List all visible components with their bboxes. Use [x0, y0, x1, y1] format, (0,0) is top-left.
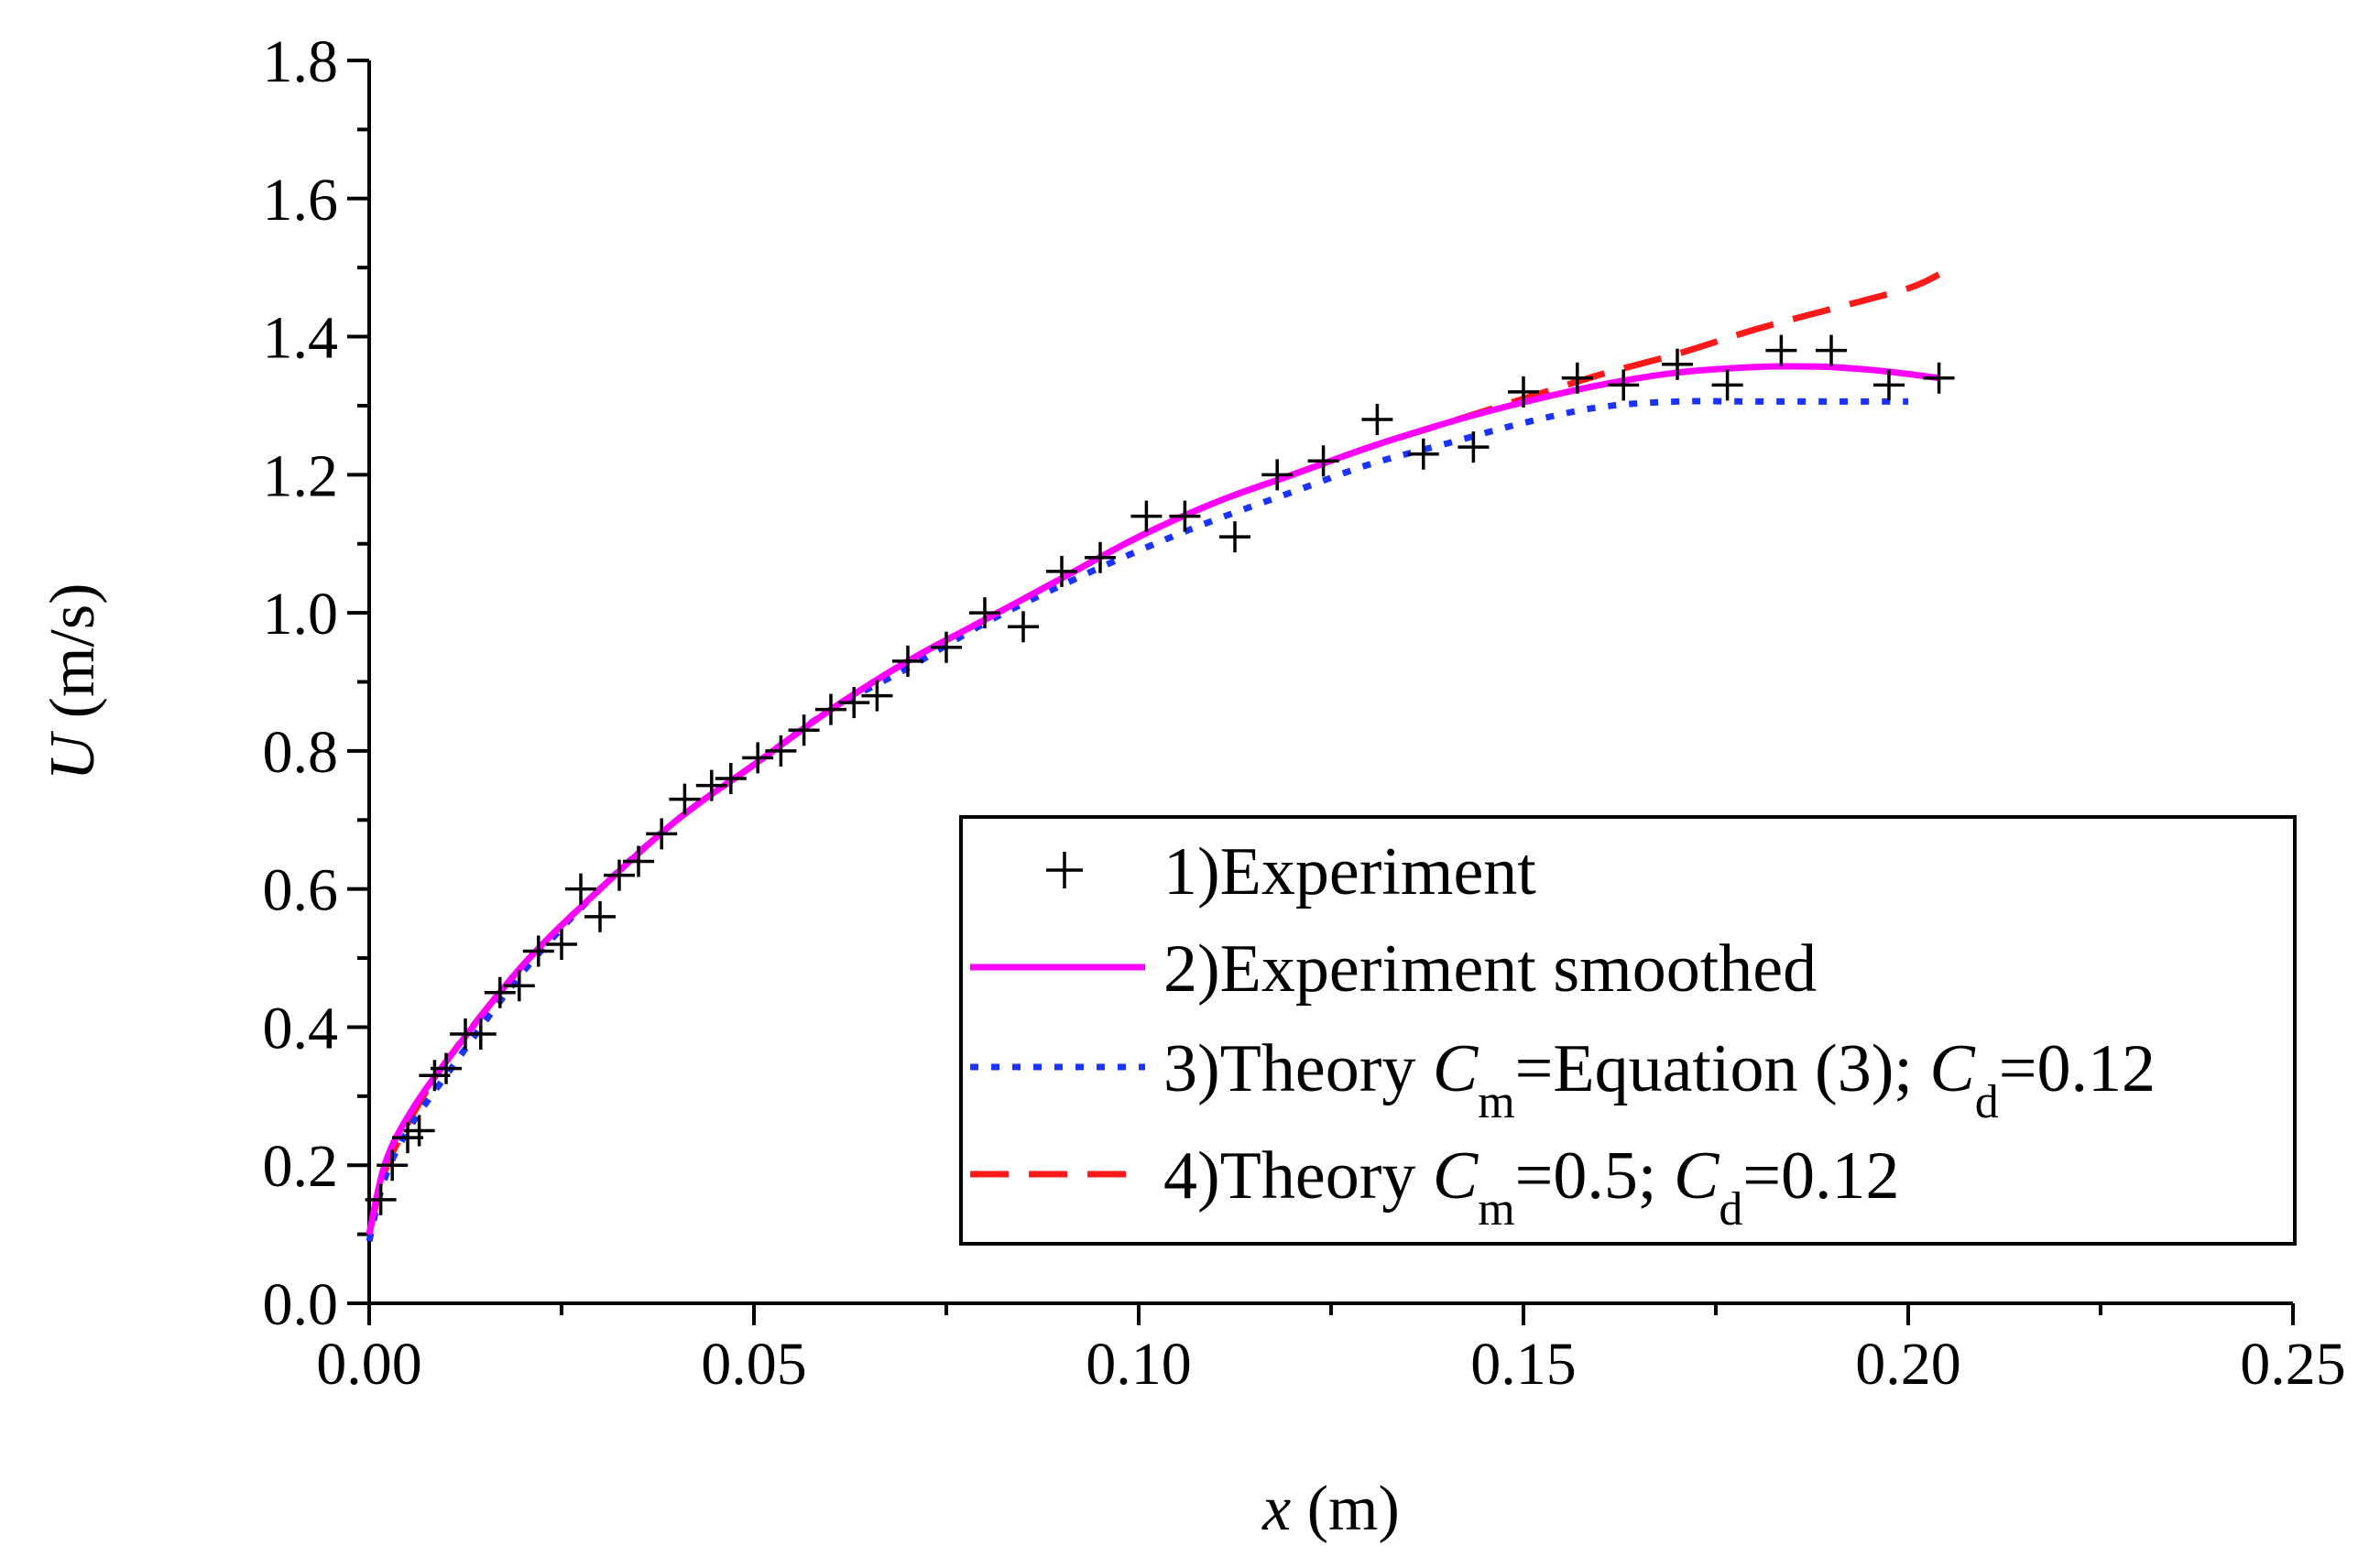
data-point-plus [1085, 541, 1116, 573]
legend-box [959, 815, 2297, 1246]
plot-area [365, 271, 1955, 1243]
data-point-plus [1169, 500, 1201, 532]
data-point-plus [1130, 500, 1163, 532]
y-tick-label: 0.2 [263, 1133, 339, 1200]
y-tick-label: 1.0 [263, 581, 339, 648]
x-tick-label: 0.00 [316, 1331, 422, 1398]
legend-text-segment: =0.12 [1999, 1031, 2156, 1106]
x-tick-label: 0.10 [1086, 1331, 1192, 1398]
legend-text-segment: 3)Theory [1163, 1031, 1433, 1106]
legend-swatch-1 [1046, 852, 1083, 888]
legend-text-segment: 1)Experiment [1163, 834, 1536, 909]
data-point-plus [1765, 334, 1797, 366]
legend-subscript: d [1975, 1076, 1999, 1128]
legend-text-segment: =0.12 [1742, 1138, 1899, 1214]
data-point-plus [1046, 555, 1077, 587]
data-point-plus [623, 845, 654, 877]
data-point-plus [788, 714, 820, 746]
y-axis-var: U [38, 730, 108, 780]
data-point-plus [377, 1149, 409, 1181]
legend-label-4: 4)Theory Cm=0.5; Cd=0.12 [1163, 1138, 1900, 1236]
y-tick-label: 1.2 [263, 442, 339, 509]
x-tick-label: 0.05 [701, 1331, 807, 1398]
y-tick-label: 0.8 [263, 719, 339, 786]
x-axis-title: x (m) [1261, 1474, 1400, 1544]
legend-label-3: 3)Theory Cm=Equation (3); Cd=0.12 [1163, 1031, 2156, 1128]
data-point-plus [1361, 404, 1393, 436]
data-point-plus [1662, 348, 1693, 380]
legend-text-segment: C [1433, 1031, 1479, 1106]
data-point-plus [1261, 459, 1294, 491]
x-tick-label: 0.20 [1855, 1331, 1961, 1398]
data-point-plus [765, 735, 797, 767]
data-point-plus [522, 935, 554, 967]
data-point-plus [742, 742, 774, 774]
y-tick-label: 1.8 [263, 28, 339, 95]
legend-text-segment: =0.5; [1515, 1138, 1674, 1214]
y-tick-label: 1.4 [263, 305, 339, 372]
data-point-plus [892, 645, 923, 677]
data-point-plus [604, 859, 635, 891]
legend-text-segment: C [1433, 1138, 1479, 1214]
y-tick-label: 0.0 [263, 1271, 339, 1338]
y-axis-title: U (m/s) [38, 583, 108, 781]
legend-subscript: m [1478, 1183, 1514, 1236]
legend-subscript: m [1478, 1076, 1514, 1128]
data-point-plus [484, 976, 516, 1008]
data-point-plus [931, 631, 962, 663]
data-point-plus [861, 680, 893, 712]
data-point-plus [365, 1183, 397, 1215]
data-point-plus [1561, 362, 1593, 394]
axes: 0.00 0.05 0.10 0.15 0.20 0.25 0.0 0.2 0.4 0.6 0.8 1… [38, 28, 2346, 1544]
data-point-plus [584, 900, 616, 932]
legend-label-1: 1)Experiment [1163, 834, 1536, 909]
data-point-plus [1407, 438, 1439, 470]
data-point-plus [1307, 445, 1339, 477]
legend-label-2: 2)Experiment smoothed [1163, 931, 1817, 1007]
data-point-plus [1508, 376, 1539, 408]
data-point-plus [565, 873, 596, 905]
data-point-plus [431, 1052, 462, 1084]
x-axis-unit: (m) [1291, 1474, 1400, 1544]
legend-text-segment: C [1674, 1138, 1720, 1214]
data-point-plus [1923, 362, 1955, 394]
data-point-plus [815, 693, 846, 725]
data-point-plus [1608, 369, 1640, 401]
data-point-plus [464, 1018, 497, 1050]
legend-subscript: d [1719, 1183, 1742, 1236]
y-axis-unit: (m/s) [38, 583, 108, 735]
data-point-plus [1711, 369, 1743, 401]
data-point-plus [646, 818, 678, 850]
y-tick-label: 1.6 [263, 167, 339, 234]
data-point-plus [403, 1115, 435, 1147]
x-tick-label: 0.15 [1470, 1331, 1577, 1398]
data-point-plus [715, 763, 747, 795]
x-axis-var: x [1261, 1474, 1291, 1544]
data-point-plus [669, 783, 701, 815]
data-point-plus [546, 928, 577, 960]
data-point-plus [503, 970, 535, 1002]
legend-text-segment: =Equation (3); [1515, 1031, 1930, 1106]
legend-text-segment: C [1929, 1031, 1976, 1106]
y-tick-label: 0.4 [263, 995, 339, 1062]
x-tick-label: 0.25 [2240, 1331, 2346, 1398]
data-point-plus [1219, 521, 1250, 553]
data-point-plus [1816, 334, 1847, 366]
data-point-plus [1873, 369, 1905, 401]
y-tick-label: 0.6 [263, 857, 339, 924]
legend-text-segment: 2)Experiment smoothed [1163, 931, 1817, 1007]
data-point-plus [838, 687, 870, 719]
data-point-plus [969, 597, 1000, 629]
data-point-plus [1008, 611, 1039, 643]
data-point-plus [1457, 431, 1490, 463]
legend-text-segment: 4)Theory [1163, 1138, 1433, 1214]
legend: 1)Experiment 2)Experiment smoothed 3)Theor… [959, 815, 2297, 1246]
data-point-plus [695, 769, 727, 801]
